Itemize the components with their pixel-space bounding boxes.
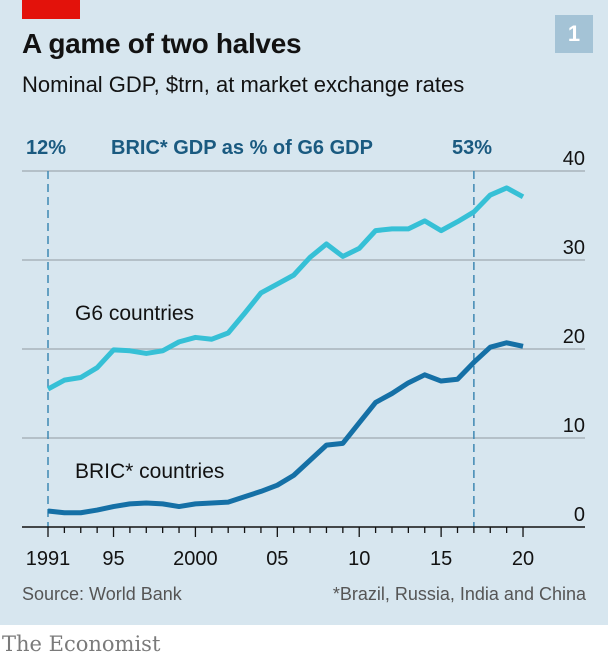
y-tick-label-0: 0: [574, 504, 585, 526]
series-line-g6: [46, 185, 525, 392]
brand-red-tag: [22, 0, 80, 19]
x-tick-label-2005: 05: [266, 548, 288, 570]
annotation-1991-pct: 12%: [26, 137, 67, 159]
series-lines: [46, 185, 525, 516]
x-tick-label-2010: 10: [348, 548, 370, 570]
series-label-bric: BRIC* countries: [75, 460, 224, 483]
chart-title: A game of two halves: [22, 28, 302, 59]
publisher-brand: The Economist: [2, 632, 161, 656]
x-axis: [22, 526, 585, 537]
source-note: Source: World Bank: [22, 584, 182, 604]
chart-subtitle: Nominal GDP, $trn, at market exchange ra…: [22, 72, 465, 97]
x-tick-label-2020: 20: [512, 548, 534, 570]
chart-number-badge: 1: [555, 15, 593, 53]
y-tick-label-30: 30: [563, 237, 585, 259]
annotation-title: BRIC* GDP as % of G6 GDP: [111, 137, 373, 159]
y-axis-labels: 0 10 20 30 40: [563, 148, 585, 526]
x-tick-label-2015: 15: [430, 548, 452, 570]
annotation-2017-pct: 53%: [452, 137, 493, 159]
x-tick-label-2000: 2000: [173, 548, 218, 570]
x-tick-label-1991: 1991: [26, 548, 71, 570]
y-tick-label-40: 40: [563, 148, 585, 170]
marker-lines: [47, 171, 475, 527]
series-line-bric: [47, 340, 524, 516]
chart-panel: [0, 0, 608, 625]
y-tick-label-10: 10: [563, 415, 585, 437]
x-axis-labels: 1991 95 2000 05 10 15 20: [26, 548, 534, 570]
x-tick-label-1995: 95: [102, 548, 124, 570]
series-label-g6: G6 countries: [75, 302, 194, 325]
footnote: *Brazil, Russia, India and China: [332, 584, 586, 604]
line-chart: 0 10 20 30 40 1991 95 2000 05 10 15 20 G6 countrie…: [22, 148, 585, 570]
y-tick-label-20: 20: [563, 326, 585, 348]
